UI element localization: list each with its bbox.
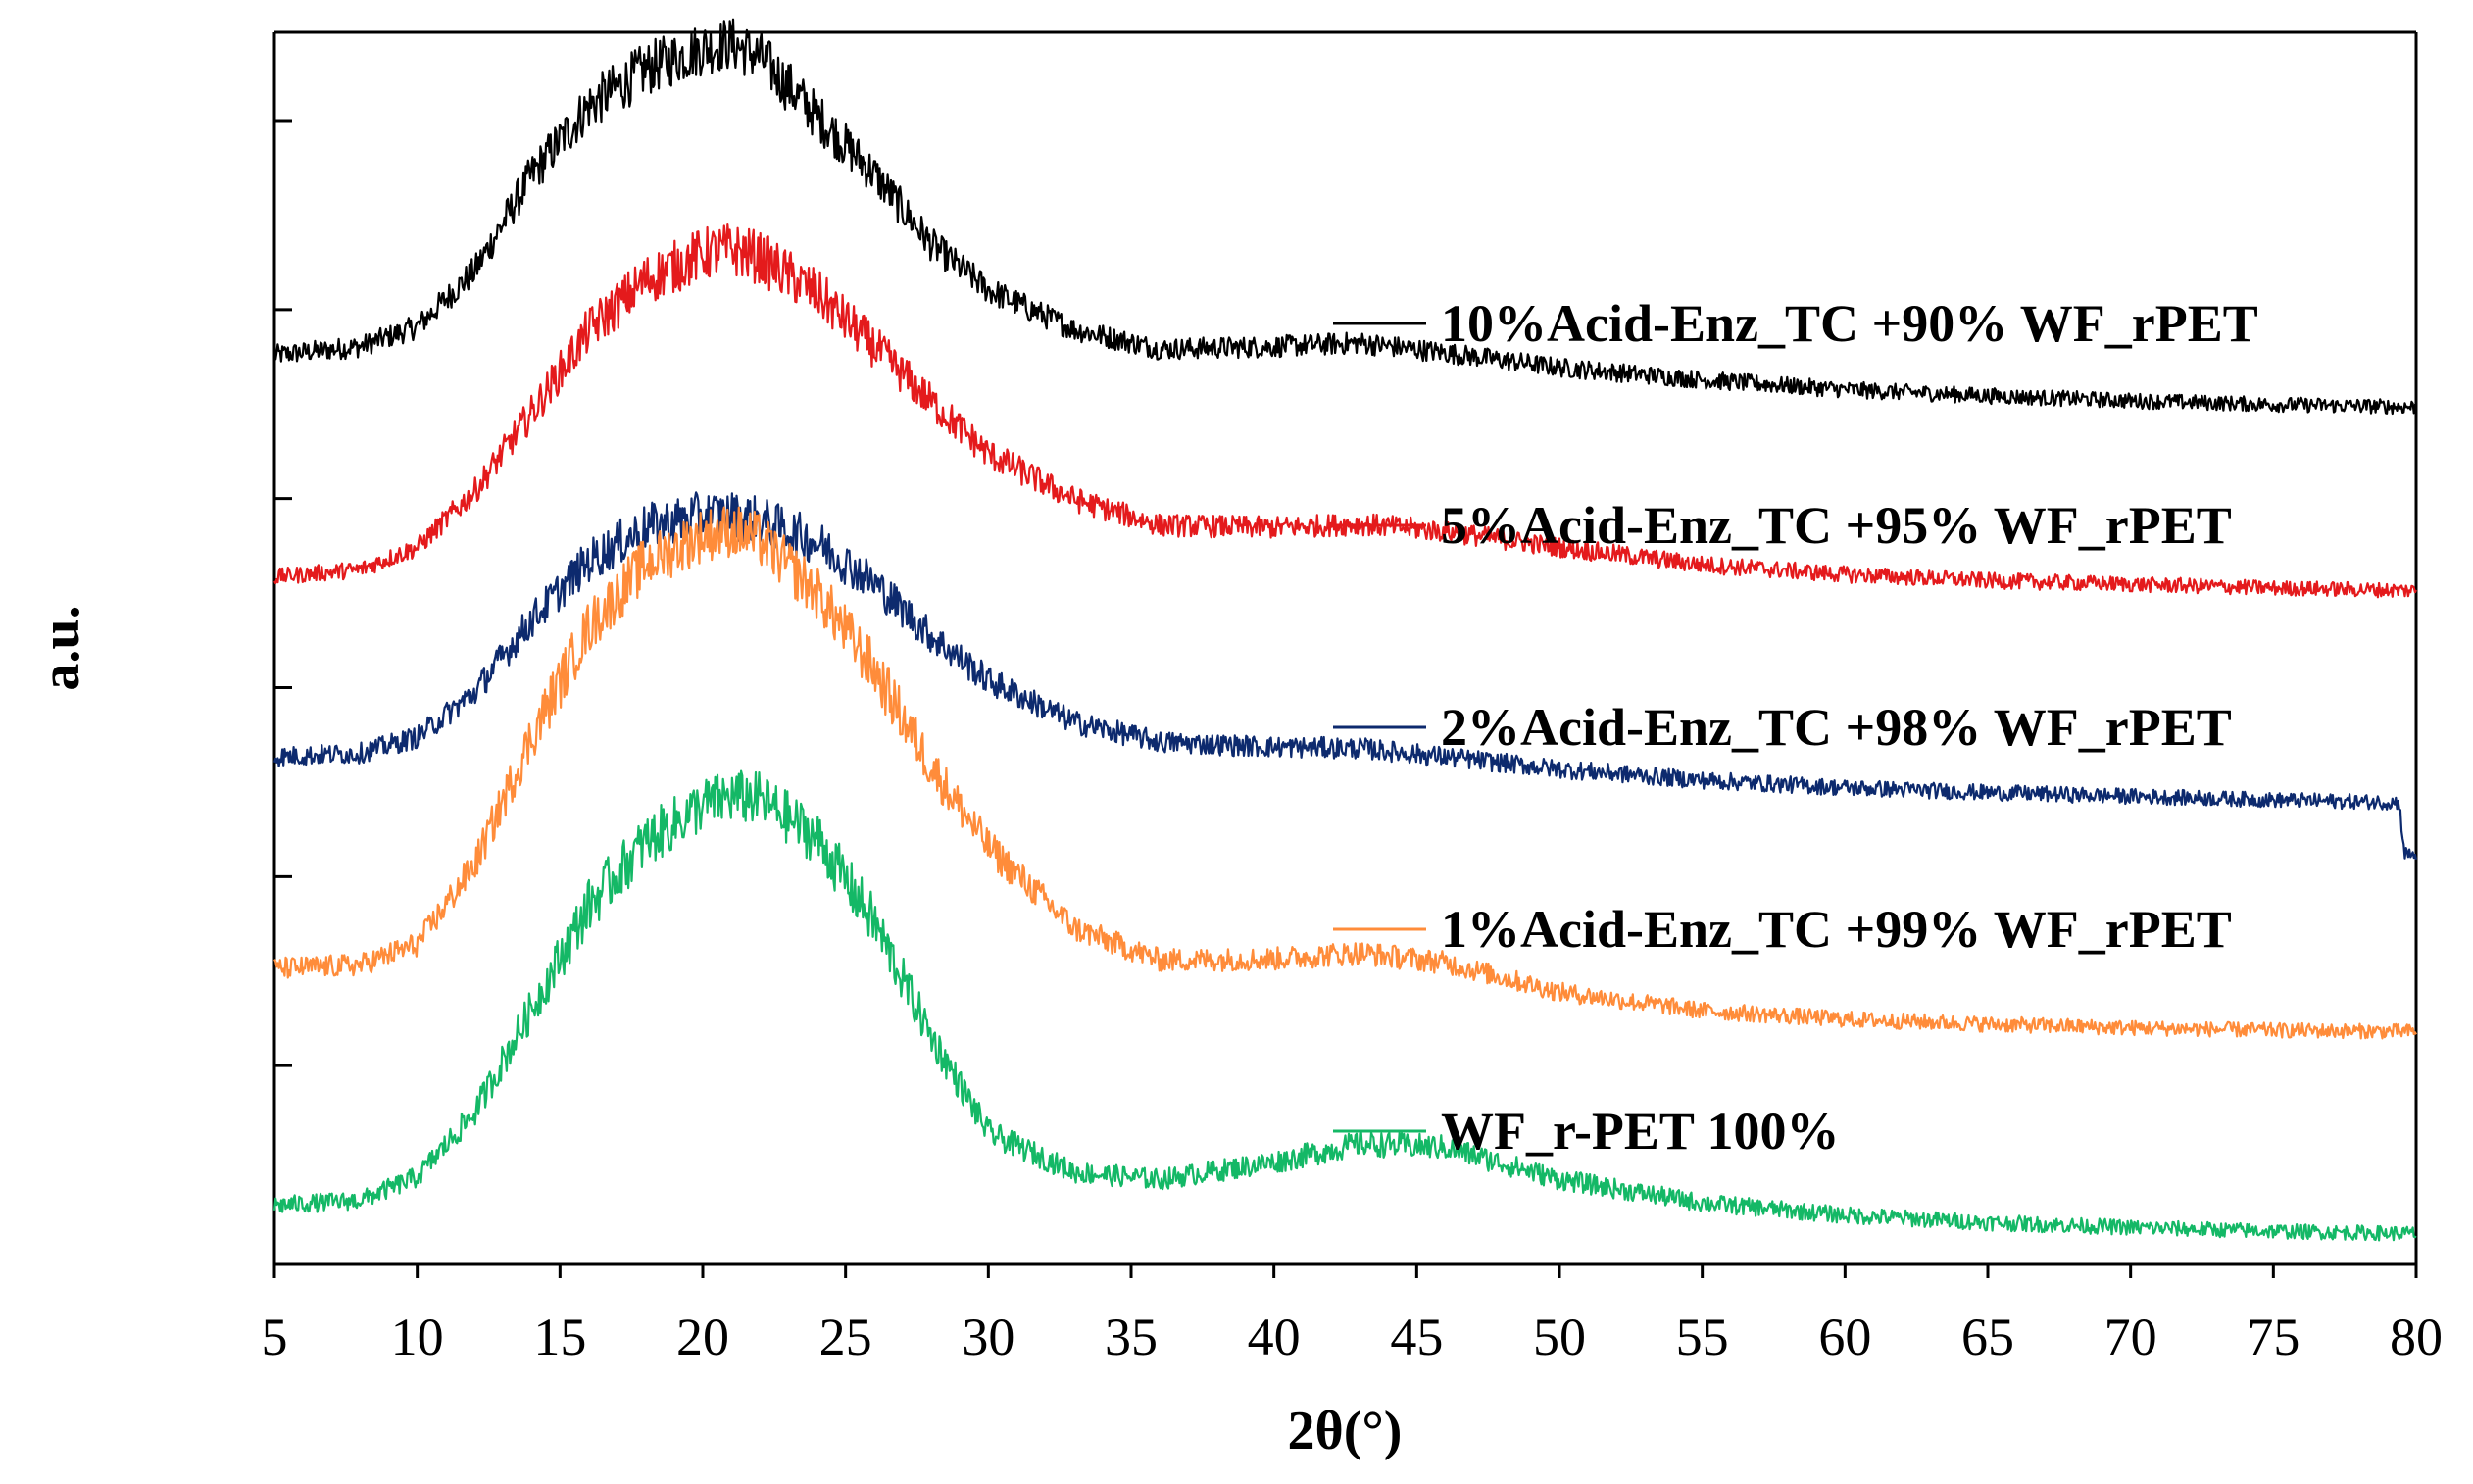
x-tick-label: 55	[1676, 1308, 1729, 1366]
series-line-4	[273, 506, 2417, 1040]
legend-label-3: 2%Acid-Enz_TC +98% WF_rPET	[1441, 698, 2232, 757]
plot-frame	[272, 30, 2418, 1266]
y-axis-title: a.u.	[30, 605, 91, 690]
x-tick-label: 35	[1105, 1308, 1158, 1366]
y-axis-ticks	[274, 119, 292, 1067]
x-tick-label: 15	[533, 1308, 586, 1366]
legend: 10%Acid-Enz_TC +90% WF_rPET 5%Acid-Enz_TC…	[1333, 294, 2258, 1161]
legend-label-1: 10%Acid-Enz_TC +90% WF_rPET	[1441, 294, 2258, 353]
x-axis-ticks: 5 10 15 20 25 30 35 40 45 50 55 60 65 70 75 80	[262, 1264, 2443, 1366]
x-tick-label: 80	[2390, 1308, 2443, 1366]
x-tick-label: 10	[391, 1308, 444, 1366]
series-line-5	[272, 769, 2417, 1242]
x-tick-label: 45	[1390, 1308, 1443, 1366]
legend-label-2: 5%Acid-Enz_TC +95% WF_rPET	[1441, 496, 2232, 555]
x-tick-label: 65	[1961, 1308, 2014, 1366]
x-tick-label: 30	[962, 1308, 1014, 1366]
x-tick-label: 5	[262, 1308, 288, 1366]
series-line-3	[272, 491, 2418, 861]
legend-label-4: 1%Acid-Enz_TC +99% WF_rPET	[1441, 900, 2232, 959]
x-tick-label: 25	[819, 1308, 872, 1366]
x-tick-label: 60	[1818, 1308, 1871, 1366]
series-line-2	[273, 223, 2417, 599]
x-tick-label: 50	[1533, 1308, 1586, 1366]
series-layer	[272, 18, 2418, 1242]
x-tick-label: 70	[2104, 1308, 2157, 1366]
x-tick-label: 20	[676, 1308, 729, 1366]
series-line-1	[272, 18, 2418, 416]
x-axis-title: 2θ(°)	[1288, 1401, 1403, 1461]
legend-label-5: WF_r-PET 100%	[1441, 1102, 1839, 1161]
x-tick-label: 75	[2247, 1308, 2300, 1366]
x-tick-label: 40	[1248, 1308, 1301, 1366]
